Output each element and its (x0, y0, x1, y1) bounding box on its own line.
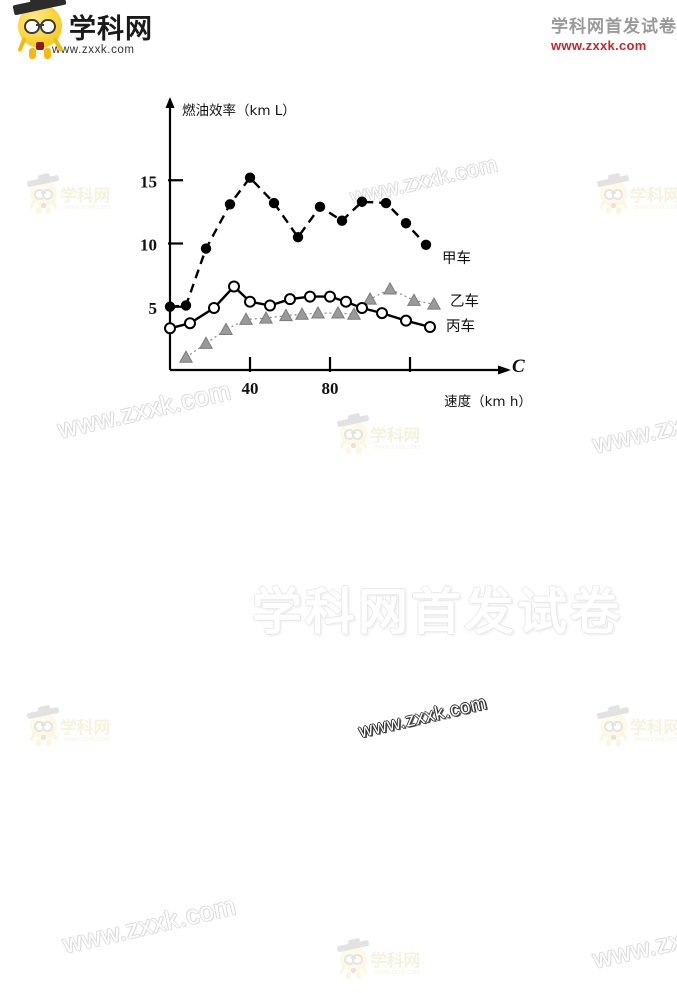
y-tick-label: 10 (140, 236, 157, 255)
chart-series (164, 172, 442, 363)
data-point-filled-circle (200, 243, 212, 254)
data-point-triangle (178, 350, 194, 363)
data-point-open-circle (324, 290, 336, 303)
data-point-filled-circle (180, 300, 192, 311)
data-point-filled-circle (380, 197, 392, 209)
y-tick-label: 15 (140, 172, 157, 191)
data-point-open-circle (284, 293, 296, 306)
series-legend-label-2: 乙车 (450, 293, 479, 310)
watermark-logo: 学科网 www.zxxk.com (596, 704, 677, 747)
data-point-filled-circle (356, 196, 368, 207)
x-axis-end-symbol: C (512, 356, 525, 377)
header-banner-url: www.zxxk.com (551, 38, 647, 53)
header-banner-title: 学科网首发试卷 (551, 17, 677, 37)
data-point-open-circle (184, 317, 196, 330)
data-point-triangle (238, 312, 254, 325)
series-legend-label-1: 甲车 (442, 250, 471, 267)
data-point-triangle (198, 336, 214, 349)
series-3 (164, 280, 436, 335)
data-point-triangle (258, 310, 274, 324)
watermark-logo: 学科网 www.zxxk.com (336, 937, 421, 980)
y-axis-arrow (165, 97, 175, 108)
data-point-triangle (218, 322, 234, 335)
data-point-triangle (294, 307, 310, 320)
data-point-open-circle (244, 295, 256, 308)
data-point-filled-circle (268, 197, 280, 209)
data-point-triangle (346, 307, 362, 320)
series-1 (164, 172, 432, 312)
data-point-open-circle (228, 280, 240, 293)
watermark-url-text: www.zxxk.com (357, 692, 489, 743)
x-axis-title: 速度（km h） (444, 394, 532, 410)
y-axis-title: 燃油效率（km L） (182, 102, 296, 119)
watermark-logo-url: www.zxxk.com (374, 968, 421, 976)
data-point-filled-circle (400, 218, 412, 229)
data-point-filled-circle (314, 201, 326, 213)
watermark-logo: 学科网 www.zxxk.com (336, 412, 421, 455)
data-point-triangle (330, 305, 346, 319)
x-tick-label: 80 (322, 379, 339, 398)
x-axis-arrow (498, 365, 511, 375)
data-point-open-circle (164, 322, 176, 335)
data-point-triangle (362, 291, 378, 305)
data-point-open-circle (376, 307, 388, 320)
watermark-big-text: 学科网首发试卷 (252, 583, 623, 641)
mascot-icon (336, 412, 370, 455)
data-point-filled-circle (420, 239, 432, 250)
data-point-open-circle (304, 290, 316, 303)
watermark-url-text: www.zxxk.com (60, 890, 239, 960)
data-point-open-circle (208, 302, 220, 315)
watermark-logo-url: www.zxxk.com (634, 735, 677, 743)
data-point-open-circle (264, 299, 276, 312)
data-point-triangle (278, 308, 294, 322)
data-point-filled-circle (224, 199, 236, 210)
data-point-open-circle (356, 302, 368, 315)
data-point-triangle (382, 281, 398, 295)
mascot-icon (596, 704, 630, 747)
mascot-icon (26, 704, 60, 747)
data-point-open-circle (340, 295, 352, 308)
watermark-logo-name: 学科网 (370, 949, 421, 970)
watermark-logo-name: 学科网 (630, 716, 677, 737)
series-2 (178, 281, 442, 363)
fuel-efficiency-line-chart: 5 10 15 40 80 燃油效率（km L） C 速度（km h） 甲车乙车丙车 (0, 40, 677, 420)
data-point-open-circle (400, 314, 412, 327)
data-point-filled-circle (292, 231, 304, 243)
watermark-url-text: www.zxxk.com (590, 905, 677, 975)
data-point-triangle (310, 305, 326, 319)
y-tick-label: 5 (149, 299, 158, 318)
watermark-logo-url: www.zxxk.com (374, 443, 421, 451)
data-point-filled-circle (164, 301, 176, 312)
watermark-logo-url: www.zxxk.com (64, 735, 111, 743)
data-point-filled-circle (244, 172, 256, 183)
watermark-logo: 学科网 www.zxxk.com (26, 704, 111, 747)
data-point-triangle (406, 293, 422, 306)
watermark-logo-name: 学科网 (60, 716, 111, 737)
series-legend-label-3: 丙车 (446, 318, 475, 335)
x-tick-label: 40 (242, 379, 259, 398)
watermark-logo-name: 学科网 (370, 424, 421, 445)
mascot-icon (336, 937, 370, 980)
header-banner: 学科网首发试卷 www.zxxk.com (551, 12, 677, 53)
data-point-filled-circle (336, 215, 348, 226)
data-point-triangle (426, 296, 442, 310)
data-point-open-circle (424, 320, 436, 333)
